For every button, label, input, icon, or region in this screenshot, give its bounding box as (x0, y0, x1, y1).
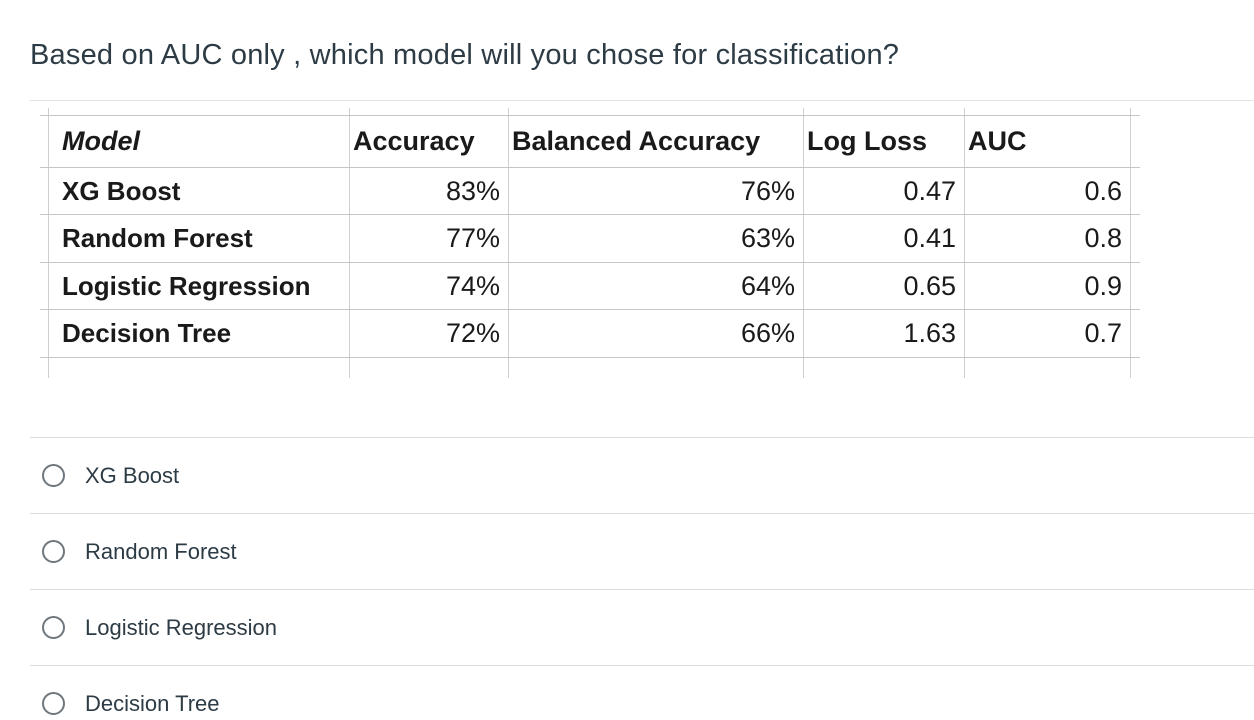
results-table-image: Model Accuracy Balanced Accuracy Log Los… (40, 108, 1140, 378)
answer-option-decision-tree[interactable]: Decision Tree (0, 665, 1254, 720)
table-cell-auc: 0.6 (1084, 176, 1122, 206)
question-title: Based on AUC only , which model will you… (30, 39, 900, 71)
answer-options: XG Boost Random Forest Logistic Regressi… (0, 437, 1254, 720)
radio-button[interactable] (42, 692, 65, 715)
table-gridline (40, 262, 1140, 263)
table-cell-model: Decision Tree (62, 318, 232, 348)
table-gridline (40, 357, 1140, 358)
table-cell-logloss: 0.47 (903, 176, 956, 206)
divider (30, 437, 1254, 438)
table-cell-logloss: 1.63 (903, 318, 956, 348)
table-cell-balanced: 63% (740, 223, 795, 253)
table-cell-accuracy: 72% (445, 318, 500, 348)
column-header-accuracy: Accuracy (353, 126, 475, 156)
table-cell-logloss: 0.65 (903, 271, 956, 301)
table-cell-model: Random Forest (62, 223, 253, 253)
table-gridline (48, 108, 49, 378)
table-gridline (964, 108, 965, 378)
table-gridline (40, 167, 1140, 168)
table-cell-logloss: 0.41 (903, 223, 956, 253)
table-gridline (40, 214, 1140, 215)
table-cell-accuracy: 77% (445, 223, 500, 253)
column-header-model: Model (62, 126, 140, 156)
divider (30, 665, 1254, 666)
radio-button[interactable] (42, 540, 65, 563)
table-gridline (1130, 108, 1131, 378)
column-header-balanced-accuracy: Balanced Accuracy (512, 126, 761, 156)
column-header-log-loss: Log Loss (807, 126, 927, 156)
table-cell-accuracy: 74% (445, 271, 500, 301)
table-gridline (40, 115, 1140, 116)
radio-button[interactable] (42, 616, 65, 639)
answer-option-xg-boost[interactable]: XG Boost (0, 437, 1254, 513)
table-cell-auc: 0.8 (1084, 223, 1122, 253)
divider (30, 513, 1254, 514)
answer-label: Random Forest (85, 538, 237, 564)
table-gridline (40, 309, 1140, 310)
answer-label: Logistic Regression (85, 614, 277, 640)
table-cell-model: XG Boost (62, 176, 181, 206)
table-cell-accuracy: 83% (445, 176, 500, 206)
table-gridline (803, 108, 804, 378)
table-cell-balanced: 66% (740, 318, 795, 348)
table-gridline (508, 108, 509, 378)
answer-label: Decision Tree (85, 690, 220, 716)
answer-label: XG Boost (85, 462, 180, 488)
column-header-auc: AUC (968, 126, 1027, 156)
radio-button[interactable] (42, 464, 65, 487)
table-cell-model: Logistic Regression (62, 271, 311, 301)
table-cell-balanced: 64% (740, 271, 795, 301)
table-cell-auc: 0.7 (1084, 318, 1122, 348)
table-gridline (349, 108, 350, 378)
table-cell-auc: 0.9 (1084, 271, 1122, 301)
divider (30, 100, 1254, 101)
answer-option-logistic-regression[interactable]: Logistic Regression (0, 589, 1254, 665)
divider (30, 589, 1254, 590)
table-cell-balanced: 76% (740, 176, 795, 206)
answer-option-random-forest[interactable]: Random Forest (0, 513, 1254, 589)
